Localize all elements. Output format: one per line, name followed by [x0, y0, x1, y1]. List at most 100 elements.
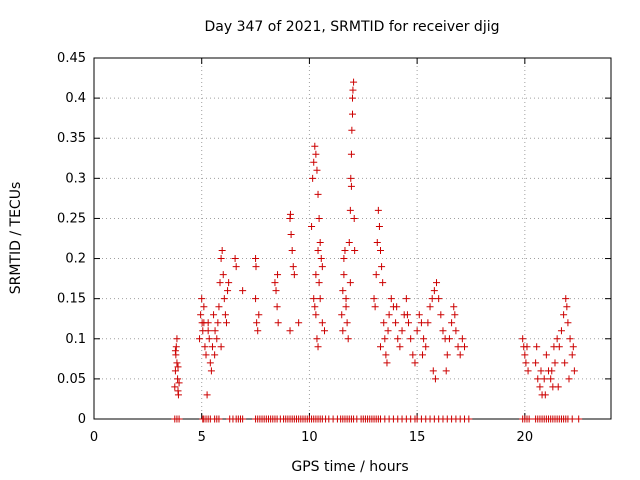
data-point [553, 335, 561, 343]
data-point [207, 367, 215, 375]
data-point [171, 367, 179, 375]
data-point [273, 303, 281, 311]
chart-title: Day 347 of 2021, SRMTID for receiver dji… [205, 19, 500, 35]
data-point [396, 343, 404, 351]
data-point [174, 363, 182, 371]
data-point [524, 367, 532, 375]
data-point [398, 327, 406, 335]
data-point [317, 255, 325, 263]
data-point [392, 319, 400, 327]
y-tick-label: 0.25 [57, 211, 86, 226]
data-point [198, 295, 206, 303]
data-point [312, 311, 320, 319]
data-point [431, 375, 439, 383]
data-point [206, 359, 214, 367]
data-point [295, 319, 303, 327]
data-point [379, 279, 387, 287]
data-point [214, 319, 222, 327]
data-point [310, 295, 318, 303]
data-point [216, 279, 224, 287]
data-point [252, 295, 260, 303]
data-point [411, 359, 419, 367]
data-point [452, 327, 460, 335]
data-point [346, 206, 354, 214]
data-point [274, 271, 282, 279]
data-point [202, 351, 210, 359]
data-point [340, 271, 348, 279]
data-point [346, 279, 354, 287]
data-point [312, 271, 320, 279]
data-point [175, 379, 183, 387]
y-tick-label: 0.4 [65, 91, 86, 106]
y-tick-label: 0.05 [57, 372, 86, 387]
data-point [272, 287, 280, 295]
data-point [320, 327, 328, 335]
data-point [349, 94, 356, 102]
data-point [422, 343, 430, 351]
data-point [348, 126, 356, 134]
data-point [429, 367, 437, 375]
data-point [196, 335, 204, 343]
data-point [288, 247, 296, 255]
data-point [540, 375, 548, 383]
data-point [252, 263, 260, 271]
data-point [313, 335, 321, 343]
data-point [318, 263, 326, 271]
x-tick-label: 5 [198, 430, 206, 445]
data-point [547, 375, 555, 383]
data-point [344, 335, 352, 343]
data-point [465, 415, 473, 423]
y-tick-label: 0.2 [65, 252, 86, 267]
data-point [550, 343, 558, 351]
data-point [537, 367, 545, 375]
data-point [231, 255, 239, 263]
data-point [308, 222, 316, 230]
data-point [222, 319, 230, 327]
data-point [523, 343, 531, 351]
y-tick-label: 0.3 [65, 171, 86, 186]
data-point [314, 343, 322, 351]
data-point [385, 311, 393, 319]
data-point [224, 287, 232, 295]
data-point [373, 239, 381, 247]
data-point [541, 391, 549, 399]
data-point [433, 279, 441, 287]
data-point [208, 343, 216, 351]
data-point [536, 383, 544, 391]
data-point [252, 255, 260, 263]
data-point [519, 335, 527, 343]
data-point [349, 110, 356, 118]
data-point [454, 343, 462, 351]
data-point [315, 279, 323, 287]
data-point [435, 295, 443, 303]
data-point [380, 319, 388, 327]
data-point [343, 319, 351, 327]
data-point [448, 319, 456, 327]
data-point [443, 351, 451, 359]
data-point [351, 247, 359, 255]
data-point [172, 343, 180, 351]
data-point [200, 303, 208, 311]
data-point [255, 311, 263, 319]
data-point [420, 335, 428, 343]
data-point [437, 311, 445, 319]
data-point [286, 327, 294, 335]
data-point [339, 287, 347, 295]
x-tick-label: 10 [301, 430, 318, 445]
data-point [522, 359, 530, 367]
data-point [211, 351, 219, 359]
data-point [568, 351, 576, 359]
data-point [461, 343, 469, 351]
data-point [394, 335, 402, 343]
data-point [426, 303, 434, 311]
data-point [419, 351, 427, 359]
data-point [289, 263, 297, 271]
data-point [557, 327, 565, 335]
data-point [314, 247, 322, 255]
data-point [232, 263, 240, 271]
data-point [382, 351, 390, 359]
data-point [378, 263, 386, 271]
data-point [430, 287, 438, 295]
data-point [564, 319, 572, 327]
